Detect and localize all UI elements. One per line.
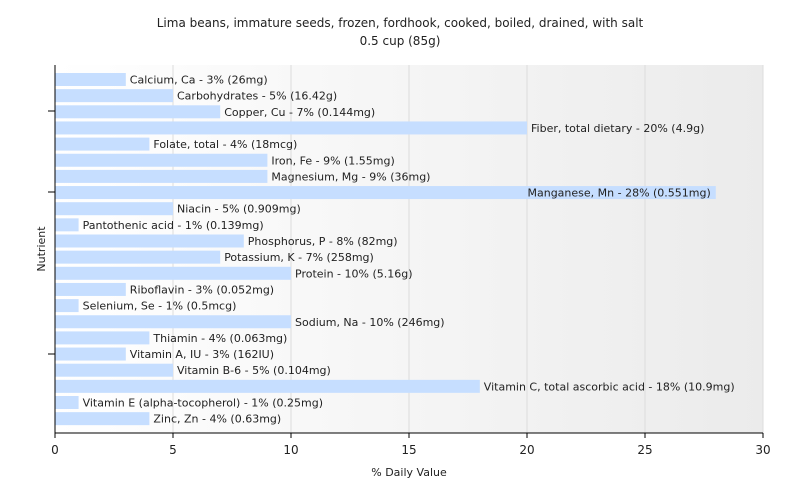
- bar-label: Iron, Fe - 9% (1.55mg): [271, 154, 394, 167]
- x-tick-label: 5: [169, 443, 177, 457]
- x-axis-label: % Daily Value: [371, 466, 447, 479]
- bar-label: Carbohydrates - 5% (16.42g): [177, 90, 337, 103]
- bar: [55, 266, 291, 280]
- bar: [55, 379, 480, 393]
- bar-label: Copper, Cu - 7% (0.144mg): [224, 106, 375, 119]
- bar: [55, 202, 173, 216]
- bar-label: Pantothenic acid - 1% (0.139mg): [83, 219, 264, 232]
- bar-label: Vitamin C, total ascorbic acid - 18% (10…: [484, 380, 735, 393]
- bar-label: Sodium, Na - 10% (246mg): [295, 316, 445, 329]
- bar: [55, 73, 126, 86]
- x-tick-label: 25: [637, 443, 652, 457]
- bar-label: Vitamin B-6 - 5% (0.104mg): [177, 364, 331, 377]
- bar-label: Zinc, Zn - 4% (0.63mg): [153, 413, 281, 426]
- bar: [55, 121, 527, 135]
- bar: [55, 363, 173, 377]
- bar: [55, 186, 716, 200]
- bar: [55, 89, 173, 103]
- bars-group: [55, 73, 716, 426]
- x-tick-label: 30: [755, 443, 770, 457]
- bar-label: Calcium, Ca - 3% (26mg): [130, 74, 268, 87]
- x-tick-label: 0: [51, 443, 59, 457]
- bar-labels-group: Calcium, Ca - 3% (26mg) Carbohydrates - 5…: [83, 74, 735, 426]
- bar-label: Thiamin - 4% (0.063mg): [152, 332, 287, 345]
- chart-subtitle: 0.5 cup (85g): [360, 34, 441, 48]
- bar: [55, 169, 268, 183]
- bar: [55, 331, 150, 345]
- bar-label: Folate, total - 4% (18mcg): [153, 138, 297, 151]
- bar-label: Protein - 10% (5.16g): [295, 267, 413, 280]
- bar-label: Vitamin A, IU - 3% (162IU): [130, 348, 274, 361]
- bar-label: Magnesium, Mg - 9% (36mg): [271, 170, 430, 183]
- bar: [55, 315, 291, 329]
- bar: [55, 105, 221, 119]
- bar: [55, 412, 150, 426]
- x-ticks-group: 0 5 10 15 20 25 30: [51, 433, 771, 457]
- bar-label: Selenium, Se - 1% (0.5mcg): [83, 300, 237, 313]
- bar: [55, 250, 221, 264]
- bar-label: Manganese, Mn - 28% (0.551mg): [527, 187, 710, 200]
- y-axis-label: Nutrient: [35, 226, 48, 272]
- bar-label: Potassium, K - 7% (258mg): [224, 251, 374, 264]
- bar-label: Niacin - 5% (0.909mg): [177, 203, 301, 216]
- bar-label: Fiber, total dietary - 20% (4.9g): [531, 122, 704, 135]
- bar-label: Phosphorus, P - 8% (82mg): [248, 235, 398, 248]
- bar: [55, 282, 126, 296]
- bar-label: Riboflavin - 3% (0.052mg): [130, 283, 274, 296]
- bar: [55, 218, 79, 232]
- x-tick-label: 20: [519, 443, 534, 457]
- x-tick-label: 15: [401, 443, 416, 457]
- bar: [55, 153, 268, 167]
- x-tick-label: 10: [283, 443, 298, 457]
- bar: [55, 347, 126, 361]
- bar-label: Vitamin E (alpha-tocopherol) - 1% (0.25m…: [83, 397, 323, 410]
- bar: [55, 299, 79, 313]
- chart-title: Lima beans, immature seeds, frozen, ford…: [157, 16, 644, 30]
- bar: [55, 137, 150, 151]
- bar: [55, 234, 244, 248]
- bar: [55, 396, 79, 409]
